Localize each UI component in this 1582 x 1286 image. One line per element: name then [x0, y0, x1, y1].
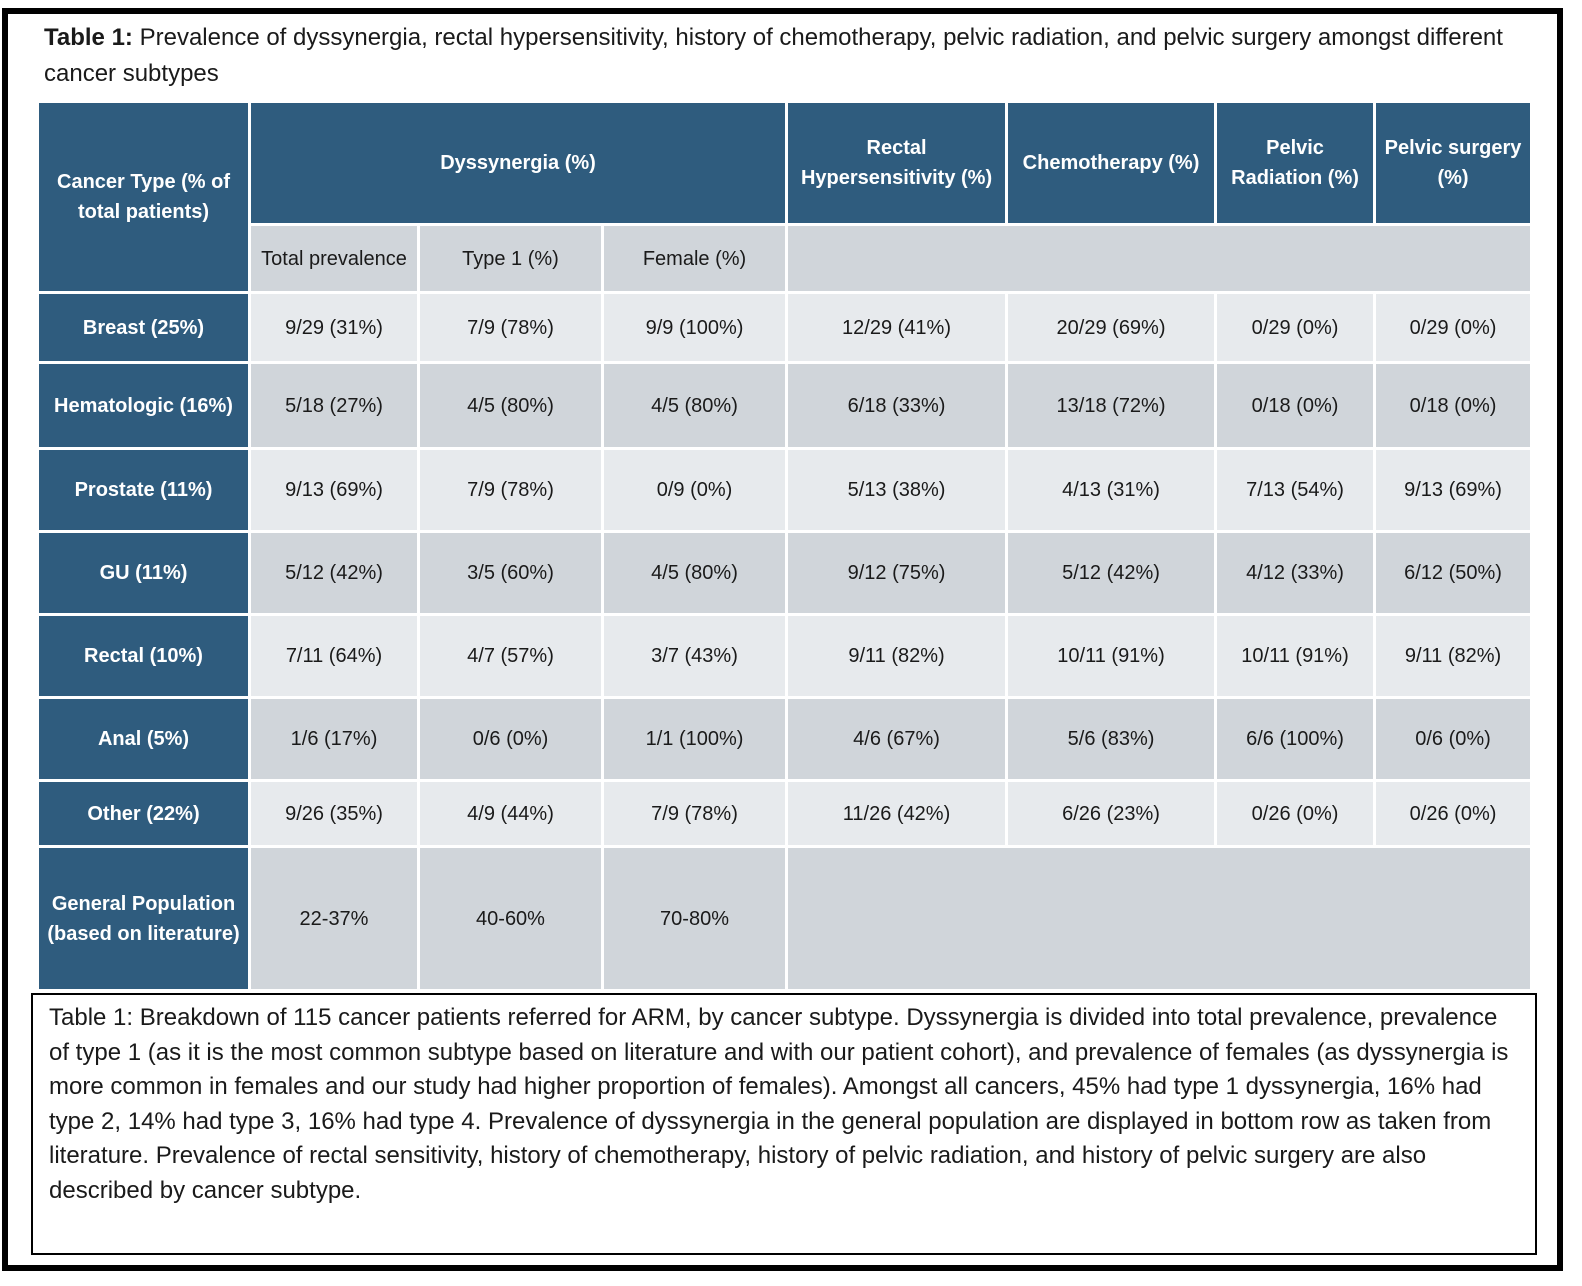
- cell-female: 70-80%: [600, 845, 789, 992]
- cell-type1: 4/5 (80%): [417, 361, 604, 450]
- row-header: Anal (5%): [36, 696, 251, 782]
- cell-type1: 4/7 (57%): [417, 613, 604, 699]
- cell-blank: [785, 845, 1534, 992]
- cell-chemo: 5/6 (83%): [1005, 696, 1218, 782]
- table-row: Anal (5%) 1/6 (17%) 0/6 (0%) 1/1 (100%) …: [36, 696, 1534, 782]
- row-header: General Population (based on literature): [36, 845, 251, 992]
- cell-chemo: 20/29 (69%): [1005, 291, 1218, 364]
- table-title-text: Prevalence of dyssynergia, rectal hypers…: [44, 24, 1503, 87]
- table-row-general-population: General Population (based on literature)…: [36, 845, 1534, 992]
- header-rectal-hypersensitivity: Rectal Hypersensitivity (%): [785, 100, 1009, 226]
- cell-female: 4/5 (80%): [600, 361, 789, 450]
- cell-radiation: 7/13 (54%): [1214, 447, 1377, 533]
- cell-surgery: 0/18 (0%): [1373, 361, 1534, 450]
- table-caption: Table 1: Breakdown of 115 cancer patient…: [31, 993, 1537, 1255]
- cell-female: 3/7 (43%): [600, 613, 789, 699]
- cell-type1: 0/6 (0%): [417, 696, 604, 782]
- cell-rectal: 6/18 (33%): [785, 361, 1009, 450]
- header-cancer-type: Cancer Type (% of total patients): [36, 100, 251, 294]
- cell-female: 1/1 (100%): [600, 696, 789, 782]
- cell-rectal: 4/6 (67%): [785, 696, 1009, 782]
- cell-radiation: 10/11 (91%): [1214, 613, 1377, 699]
- table-title-label: Table 1:: [44, 24, 133, 51]
- cell-total: 1/6 (17%): [248, 696, 420, 782]
- cell-female: 9/9 (100%): [600, 291, 789, 364]
- cell-chemo: 10/11 (91%): [1005, 613, 1218, 699]
- header-pelvic-surgery: Pelvic surgery (%): [1373, 100, 1534, 226]
- cell-surgery: 0/6 (0%): [1373, 696, 1534, 782]
- cell-total: 9/29 (31%): [248, 291, 420, 364]
- cell-radiation: 6/6 (100%): [1214, 696, 1377, 782]
- row-header: GU (11%): [36, 530, 251, 616]
- cell-type1: 4/9 (44%): [417, 779, 604, 848]
- cell-radiation: 4/12 (33%): [1214, 530, 1377, 616]
- cell-surgery: 6/12 (50%): [1373, 530, 1534, 616]
- cell-female: 0/9 (0%): [600, 447, 789, 533]
- cell-chemo: 13/18 (72%): [1005, 361, 1218, 450]
- cell-type1: 3/5 (60%): [417, 530, 604, 616]
- subheader-total-prevalence: Total prevalence: [248, 223, 420, 294]
- row-header: Other (22%): [36, 779, 251, 848]
- cell-total: 9/13 (69%): [248, 447, 420, 533]
- cell-rectal: 12/29 (41%): [785, 291, 1009, 364]
- subheader-blank: [785, 223, 1534, 294]
- table-row: Prostate (11%) 9/13 (69%) 7/9 (78%) 0/9 …: [36, 447, 1534, 533]
- table-row: GU (11%) 5/12 (42%) 3/5 (60%) 4/5 (80%) …: [36, 530, 1534, 616]
- prevalence-table: Cancer Type (% of total patients) Dyssyn…: [36, 100, 1534, 992]
- cell-total: 9/26 (35%): [248, 779, 420, 848]
- row-header: Rectal (10%): [36, 613, 251, 699]
- table-row: Other (22%) 9/26 (35%) 4/9 (44%) 7/9 (78…: [36, 779, 1534, 848]
- table-row: Rectal (10%) 7/11 (64%) 4/7 (57%) 3/7 (4…: [36, 613, 1534, 699]
- subheader-female: Female (%): [600, 223, 789, 294]
- cell-type1: 40-60%: [417, 845, 604, 992]
- cell-radiation: 0/26 (0%): [1214, 779, 1377, 848]
- table-title: Table 1: Prevalence of dyssynergia, rect…: [44, 20, 1534, 92]
- cell-type1: 7/9 (78%): [417, 291, 604, 364]
- cell-type1: 7/9 (78%): [417, 447, 604, 533]
- row-header: Hematologic (16%): [36, 361, 251, 450]
- cell-total: 22-37%: [248, 845, 420, 992]
- row-header: Prostate (11%): [36, 447, 251, 533]
- cell-female: 7/9 (78%): [600, 779, 789, 848]
- cell-surgery: 9/13 (69%): [1373, 447, 1534, 533]
- cell-total: 5/12 (42%): [248, 530, 420, 616]
- cell-rectal: 5/13 (38%): [785, 447, 1009, 533]
- cell-chemo: 5/12 (42%): [1005, 530, 1218, 616]
- cell-rectal: 9/12 (75%): [785, 530, 1009, 616]
- table-row: Hematologic (16%) 5/18 (27%) 4/5 (80%) 4…: [36, 361, 1534, 450]
- cell-radiation: 0/18 (0%): [1214, 361, 1377, 450]
- cell-total: 5/18 (27%): [248, 361, 420, 450]
- cell-rectal: 11/26 (42%): [785, 779, 1009, 848]
- cell-chemo: 6/26 (23%): [1005, 779, 1218, 848]
- cell-surgery: 0/29 (0%): [1373, 291, 1534, 364]
- cell-female: 4/5 (80%): [600, 530, 789, 616]
- cell-surgery: 0/26 (0%): [1373, 779, 1534, 848]
- subheader-type1: Type 1 (%): [417, 223, 604, 294]
- cell-rectal: 9/11 (82%): [785, 613, 1009, 699]
- header-row: Cancer Type (% of total patients) Dyssyn…: [36, 100, 1534, 294]
- cell-chemo: 4/13 (31%): [1005, 447, 1218, 533]
- header-pelvic-radiation: Pelvic Radiation (%): [1214, 100, 1377, 226]
- row-header: Breast (25%): [36, 291, 251, 364]
- cell-radiation: 0/29 (0%): [1214, 291, 1377, 364]
- header-dyssynergia: Dyssynergia (%): [247, 100, 789, 226]
- cell-total: 7/11 (64%): [248, 613, 420, 699]
- subheader-row: Total prevalence Type 1 (%) Female (%): [38, 223, 1534, 294]
- cell-surgery: 9/11 (82%): [1373, 613, 1534, 699]
- table-row: Breast (25%) 9/29 (31%) 7/9 (78%) 9/9 (1…: [36, 291, 1534, 364]
- header-chemotherapy: Chemotherapy (%): [1005, 100, 1218, 226]
